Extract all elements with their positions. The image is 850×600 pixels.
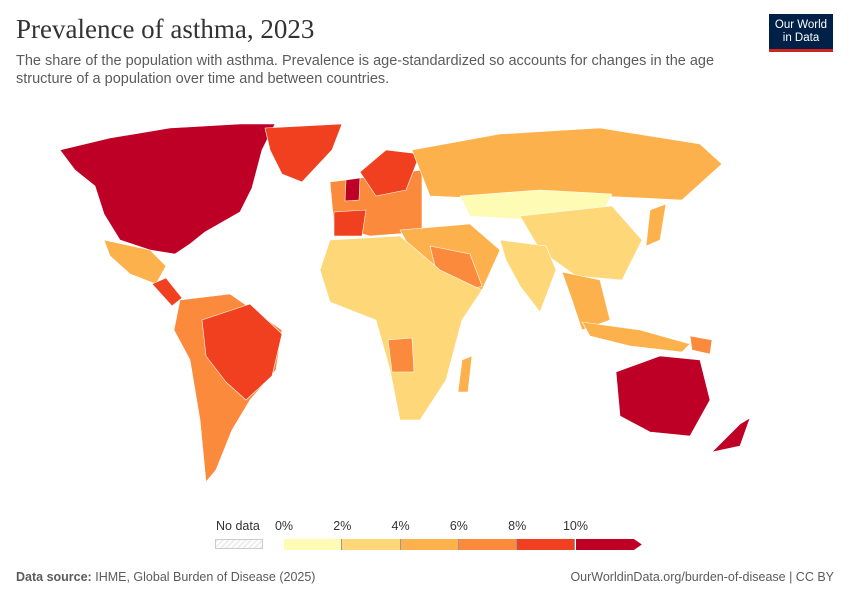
region-africa[interactable] [319,235,483,421]
region-indonesia[interactable] [581,321,691,353]
region-india[interactable] [499,239,557,313]
region-north-america-us-canada-[interactable] [59,123,276,255]
region-angola[interactable] [387,337,415,373]
region-madagascar[interactable] [457,355,473,393]
legend-bin-0[interactable] [284,539,343,550]
region-scandinavia[interactable] [359,149,421,197]
source-link[interactable]: OurWorldinData.org/burden-of-disease | C… [570,570,834,584]
region-united-kingdom[interactable] [344,177,361,202]
legend-bin-1[interactable] [342,539,401,550]
legend-tick: 6% [449,519,468,533]
region-southeast-asia[interactable] [561,271,611,331]
legend-bin-3[interactable] [458,539,518,550]
legend-tick: 10% [562,519,589,533]
legend-tick: 8% [508,519,527,533]
region-russia[interactable] [411,127,723,201]
world-map [59,123,751,483]
region-brazil[interactable] [201,303,283,401]
logo-line1: Our World [774,19,828,31]
region-spain[interactable] [333,209,367,237]
legend-bin-2[interactable] [400,539,459,550]
legend-bin-5[interactable] [575,539,642,550]
region-new-zealand[interactable] [711,417,751,453]
legend-bin-4[interactable] [517,539,576,550]
source-text: IHME, Global Burden of Disease (2025) [95,570,316,584]
no-data-label: No data [216,519,260,533]
data-source: Data source: IHME, Global Burden of Dise… [16,570,315,584]
legend-tick: 0% [274,519,294,533]
region-central-america[interactable] [151,277,183,307]
source-label: Data source: [16,570,92,584]
page-title: Prevalence of asthma, 2023 [16,14,315,44]
legend-tick: 4% [391,519,410,533]
no-data-swatch [215,539,263,549]
legend: No data 0% 2% 4% 6% 8% 10% [0,515,850,555]
region-australia[interactable] [615,355,711,437]
logo-line2: in Data [782,32,820,44]
region-japan[interactable] [645,203,667,247]
owid-logo[interactable]: Our World in Data [769,14,833,52]
legend-tick: 2% [333,519,352,533]
region-greenland[interactable] [264,123,343,183]
region-papua-new-guinea[interactable] [689,335,713,355]
subtitle: The share of the population with asthma.… [16,53,715,87]
